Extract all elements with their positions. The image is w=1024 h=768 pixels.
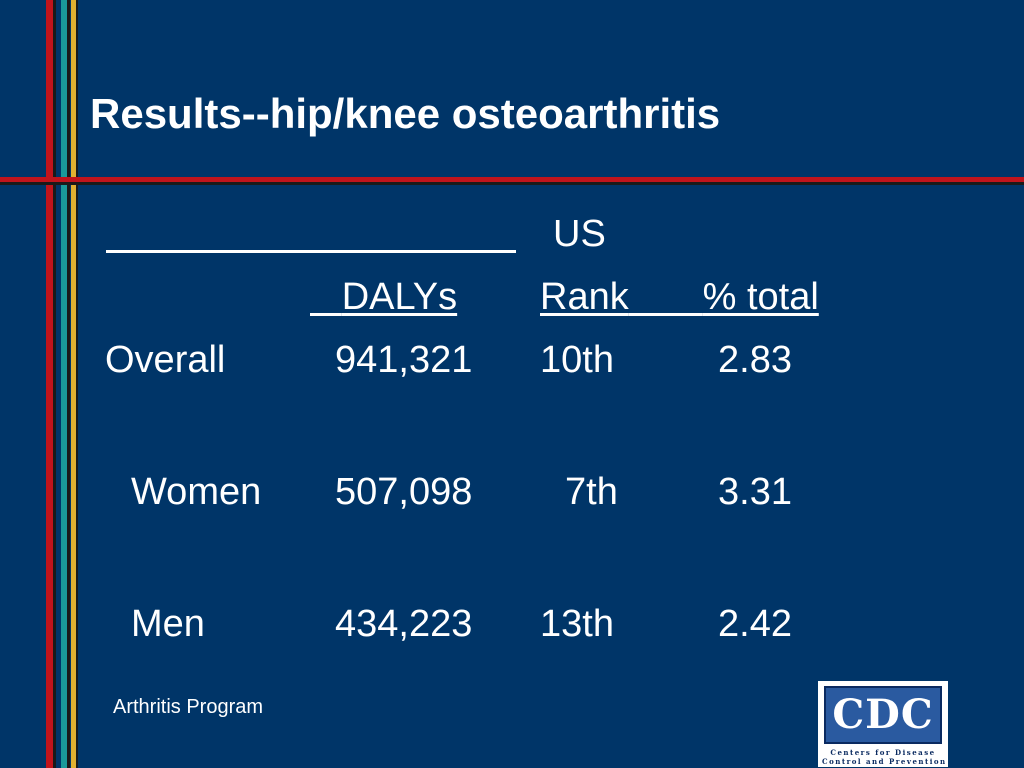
slide-title: Results--hip/knee osteoarthritis	[90, 90, 721, 137]
cdc-logo-line1: Centers for Disease	[830, 748, 936, 757]
cdc-logo-mark: CDC	[824, 686, 942, 744]
black-vertical-stripe	[67, 0, 70, 768]
gold-vertical-stripe	[71, 0, 76, 768]
col-header-rank-total: Rank % total	[540, 276, 819, 318]
col-header-dalys: DALYs	[341, 276, 458, 318]
cell-rank-women: 7th	[565, 471, 618, 513]
row-label-men: Men	[131, 603, 205, 645]
cell-dalys-women: 507,098	[335, 471, 473, 513]
cdc-logo: CDC Centers for Disease Control and Prev…	[818, 681, 948, 767]
row-label-overall: Overall	[105, 339, 226, 381]
cell-dalys-overall: 941,321	[335, 339, 473, 381]
footer-text: Arthritis Program	[113, 696, 264, 718]
cell-rank-men: 13th	[540, 603, 614, 645]
title-divider-red	[0, 177, 1024, 182]
teal-vertical-stripe	[61, 0, 67, 768]
black-vertical-stripe	[76, 0, 78, 768]
cell-pct-men: 2.42	[718, 603, 792, 645]
cdc-logo-line2: Control and Prevention	[822, 757, 947, 766]
black-vertical-stripe	[53, 0, 56, 768]
row-label-women: Women	[131, 471, 262, 513]
cell-dalys-men: 434,223	[335, 603, 473, 645]
header-blank-line	[106, 250, 516, 253]
cdc-logo-letters: CDC	[832, 691, 934, 738]
red-vertical-stripe	[46, 0, 53, 768]
cell-pct-overall: 2.83	[718, 339, 792, 381]
cell-pct-women: 3.31	[718, 471, 792, 513]
title-divider-black	[0, 182, 1024, 185]
group-header-us: US	[553, 213, 606, 255]
cell-rank-overall: 10th	[540, 339, 614, 381]
